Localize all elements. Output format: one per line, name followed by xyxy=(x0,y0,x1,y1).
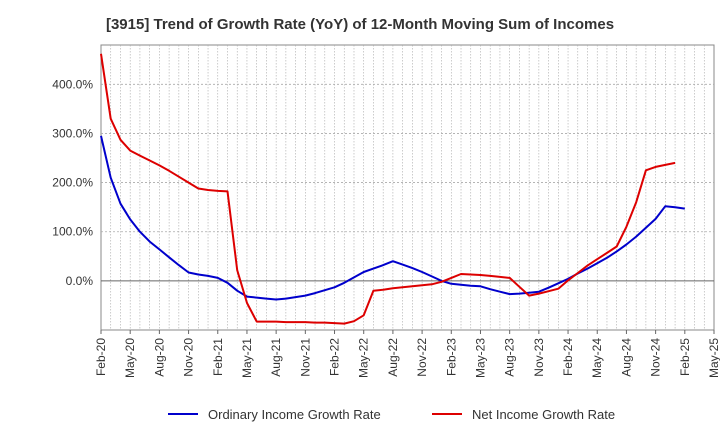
x-tick-label: May-23 xyxy=(473,338,487,378)
x-tick-label: Nov-20 xyxy=(182,338,196,377)
x-tick-label: Aug-22 xyxy=(386,338,400,377)
x-tick-label: Feb-23 xyxy=(444,338,458,376)
legend-net-income-label: Net Income Growth Rate xyxy=(472,407,615,422)
legend-layer: Ordinary Income Growth Rate Net Income Gr… xyxy=(168,407,615,422)
x-tick-label: May-24 xyxy=(590,338,604,378)
x-tick-label: Aug-21 xyxy=(269,338,283,377)
x-tick-label: Nov-23 xyxy=(532,338,546,377)
x-tick-label: Nov-24 xyxy=(649,338,663,377)
y-tick-label: 400.0% xyxy=(52,77,93,91)
legend-ordinary-income-label: Ordinary Income Growth Rate xyxy=(208,407,381,422)
series-line-ordinary-income xyxy=(100,135,685,301)
x-tick-label: Aug-23 xyxy=(503,338,517,377)
x-tick-label: Feb-22 xyxy=(328,338,342,376)
x-tick-label: Feb-25 xyxy=(678,338,692,376)
x-tick-label: May-21 xyxy=(240,338,254,378)
y-tick-label: 0.0% xyxy=(66,274,94,288)
x-tick-label: Nov-22 xyxy=(415,338,429,377)
plot-frame xyxy=(100,44,715,331)
axis-layer: 0.0% 100.0% 200.0% 300.0% 400.0% Feb-20 May-20… xyxy=(52,77,720,378)
x-tick-label: Nov-21 xyxy=(298,338,312,377)
y-tick-label: 200.0% xyxy=(52,176,93,190)
y-tick-label: 100.0% xyxy=(52,225,93,239)
series-line-net-income xyxy=(100,53,676,325)
x-tick-label: May-20 xyxy=(123,338,137,378)
x-tick-label: Feb-20 xyxy=(94,338,108,376)
x-tick-label: Aug-20 xyxy=(152,338,166,377)
chart-title: [3915] Trend of Growth Rate (YoY) of 12-… xyxy=(105,16,615,33)
x-tick-label: Feb-21 xyxy=(211,338,225,376)
y-tick-label: 300.0% xyxy=(52,126,93,140)
x-tick-label: May-25 xyxy=(707,338,720,378)
x-tick-label: Feb-24 xyxy=(561,338,575,376)
series-layer xyxy=(100,53,685,325)
x-tick-label: May-22 xyxy=(357,338,371,378)
grid-layer xyxy=(100,44,715,331)
x-tick-label: Aug-24 xyxy=(619,338,633,377)
